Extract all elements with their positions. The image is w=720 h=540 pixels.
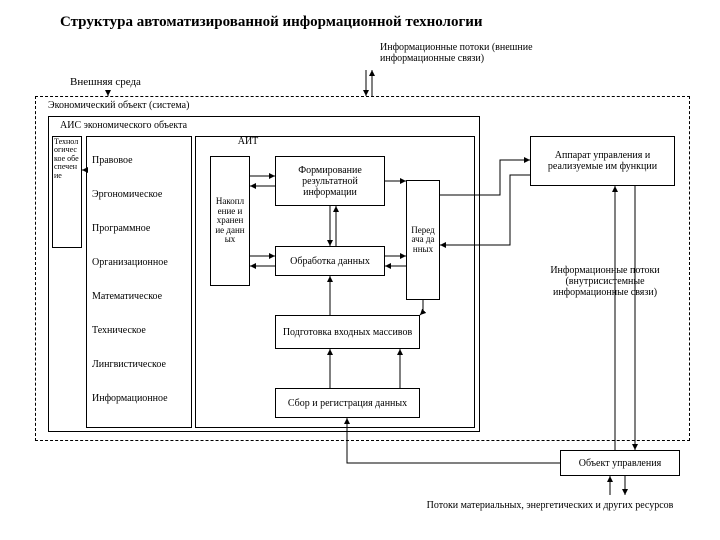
box-transfer: Передача данных (406, 180, 440, 300)
label-resource-flows: Потоки материальных, энергетических и др… (400, 500, 700, 511)
support-item: Техническое (92, 326, 188, 336)
box-apparatus: Аппарат управления и реализуемые им функ… (530, 136, 675, 186)
box-prep-arrays: Подготовка входных массивов (275, 315, 420, 349)
label-info-flows-int: Информационные потоки (внутрисистемные и… (535, 265, 675, 298)
box-support-list (86, 136, 192, 428)
box-collection: Сбор и регистрация данных (275, 388, 420, 418)
label-ais: АИС экономического объекта (60, 120, 187, 131)
label-outer-env: Внешняя среда (70, 76, 141, 88)
diagram-title: Структура автоматизированной информацион… (60, 14, 680, 31)
support-item: Программное (92, 224, 188, 234)
support-item: Правовое (92, 156, 188, 166)
label-info-flows-ext: Информационные потоки (внешние информаци… (380, 42, 600, 64)
box-processing: Обработка данных (275, 246, 385, 276)
support-item: Эргономическое (92, 190, 188, 200)
label-ait: АИТ (228, 136, 268, 147)
box-control-obj: Объект управления (560, 450, 680, 476)
box-result-info: Формирование результатной информации (275, 156, 385, 206)
support-item: Организационное (92, 258, 188, 268)
box-storage: Накопление и хранение данных (210, 156, 250, 286)
label-tech-support: Технологическое обеспечение (54, 138, 80, 180)
support-item: Математическое (92, 292, 188, 302)
label-econ-obj: Экономический объект (система) (48, 100, 189, 111)
support-item: Информационное (92, 394, 188, 404)
diagram-canvas: Структура автоматизированной информацион… (0, 0, 720, 540)
support-item: Лингвистическое (92, 360, 188, 370)
